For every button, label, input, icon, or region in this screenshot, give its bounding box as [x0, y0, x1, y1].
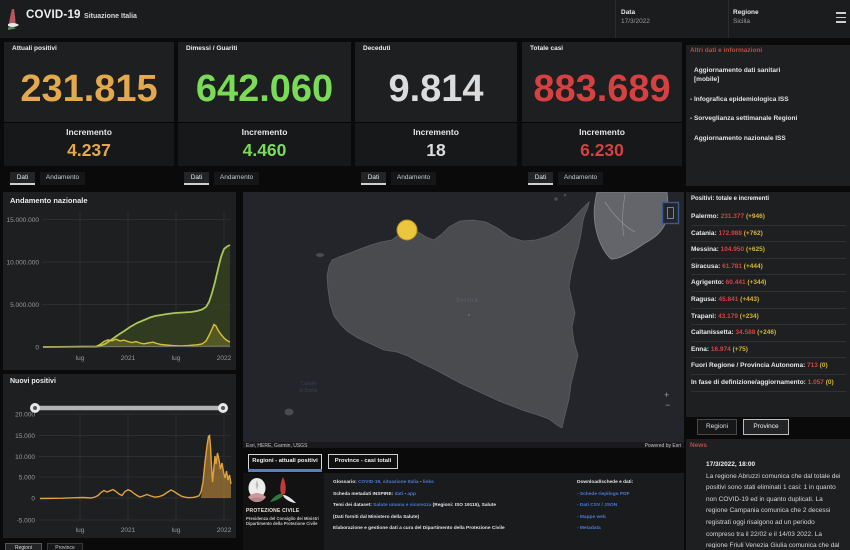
svg-text:0: 0	[31, 496, 35, 503]
svg-text:10.000: 10.000	[15, 454, 35, 461]
svg-text:+: +	[664, 390, 669, 400]
svg-text:lug: lug	[76, 355, 85, 362]
svg-text:0: 0	[35, 345, 39, 352]
svg-text:2021: 2021	[121, 355, 136, 362]
svg-text:Sicilia: Sicilia	[456, 298, 479, 304]
svg-text:2022: 2022	[217, 527, 232, 534]
svg-text:15.000.000: 15.000.000	[6, 217, 39, 224]
svg-text:di Sicilia: di Sicilia	[299, 388, 318, 394]
svg-text:2021: 2021	[121, 527, 136, 534]
svg-text:15.000: 15.000	[15, 433, 35, 440]
svg-text:lug: lug	[76, 527, 85, 534]
svg-text:lug: lug	[172, 355, 181, 362]
svg-text:5.000: 5.000	[19, 475, 36, 482]
svg-text:10.000.000: 10.000.000	[6, 260, 39, 267]
svg-text:20.000: 20.000	[15, 412, 35, 419]
svg-text:Canale: Canale	[301, 381, 317, 387]
svg-text:Esri, HERE, Garmin, USGS: Esri, HERE, Garmin, USGS	[246, 443, 308, 448]
svg-text:2022: 2022	[217, 355, 232, 362]
svg-text:−: −	[665, 400, 670, 410]
svg-text:lug: lug	[172, 527, 181, 534]
svg-text:Powered by Esri: Powered by Esri	[645, 443, 681, 448]
svg-text:5.000.000: 5.000.000	[10, 302, 39, 309]
svg-text:-5.000: -5.000	[17, 518, 36, 525]
